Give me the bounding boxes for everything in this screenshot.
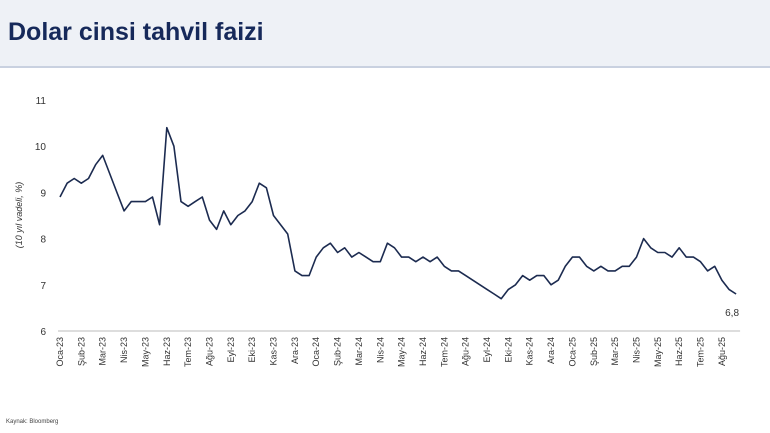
x-tick-label: Nis-23 xyxy=(119,337,129,363)
x-tick-label: Şub-25 xyxy=(589,337,599,366)
x-tick-label: Şub-23 xyxy=(76,337,86,366)
x-tick-label: May-25 xyxy=(653,337,663,367)
x-tick-label: May-23 xyxy=(140,337,150,367)
x-tick-label: May-24 xyxy=(397,337,407,367)
x-tick-label: Eyl-24 xyxy=(482,337,492,363)
data-label: 6,8 xyxy=(725,308,739,319)
x-tick-label: Eki-23 xyxy=(247,337,257,363)
x-tick-label: Nis-24 xyxy=(375,337,385,363)
x-tick-label: Mar-24 xyxy=(354,337,364,366)
x-tick-label: Kas-23 xyxy=(269,337,279,366)
header: Dolar cinsi tahvil faizi xyxy=(0,0,770,68)
x-tick-label: Mar-25 xyxy=(610,337,620,366)
x-tick-label: Haz-23 xyxy=(162,337,172,366)
x-tick-label: Oca-25 xyxy=(567,337,577,367)
y-tick-label: 7 xyxy=(40,281,46,292)
x-tick-label: Tem-25 xyxy=(696,337,706,367)
x-tick-label: Ara-24 xyxy=(546,337,556,364)
x-tick-label: Şub-24 xyxy=(333,337,343,366)
x-tick-label: Ağu-25 xyxy=(717,337,727,366)
x-tick-label: Haz-24 xyxy=(418,337,428,366)
x-tick-label: Tem-24 xyxy=(439,337,449,367)
line xyxy=(59,126,737,300)
y-tick-label: 10 xyxy=(35,142,47,153)
x-tick-label: Ara-23 xyxy=(290,337,300,364)
y-axis-label: (10 yıl vadeli, %) xyxy=(14,182,24,249)
y-tick-label: 9 xyxy=(40,188,46,199)
y-tick-label: 8 xyxy=(40,235,46,246)
x-tick-label: Mar-23 xyxy=(98,337,108,366)
x-tick-label: Oca-24 xyxy=(311,337,321,367)
x-tick-label: Nis-25 xyxy=(631,337,641,363)
x-tick-label: Kas-24 xyxy=(525,337,535,366)
x-tick-label: Ağu-24 xyxy=(461,337,471,366)
x-tick-label: Oca-23 xyxy=(55,337,65,367)
x-tick-label: Haz-25 xyxy=(674,337,684,366)
y-tick-label: 11 xyxy=(36,96,47,107)
source: Kaynak: Bloomberg xyxy=(6,419,59,425)
x-tick-label: Eyl-23 xyxy=(226,337,236,363)
chart-title: Dolar cinsi tahvil faizi xyxy=(8,18,264,46)
x-tick-label: Eki-24 xyxy=(503,337,513,363)
x-tick-label: Ağu-23 xyxy=(204,337,214,366)
y-tick-label: 6 xyxy=(40,327,46,338)
x-tick-label: Tem-23 xyxy=(183,337,193,367)
